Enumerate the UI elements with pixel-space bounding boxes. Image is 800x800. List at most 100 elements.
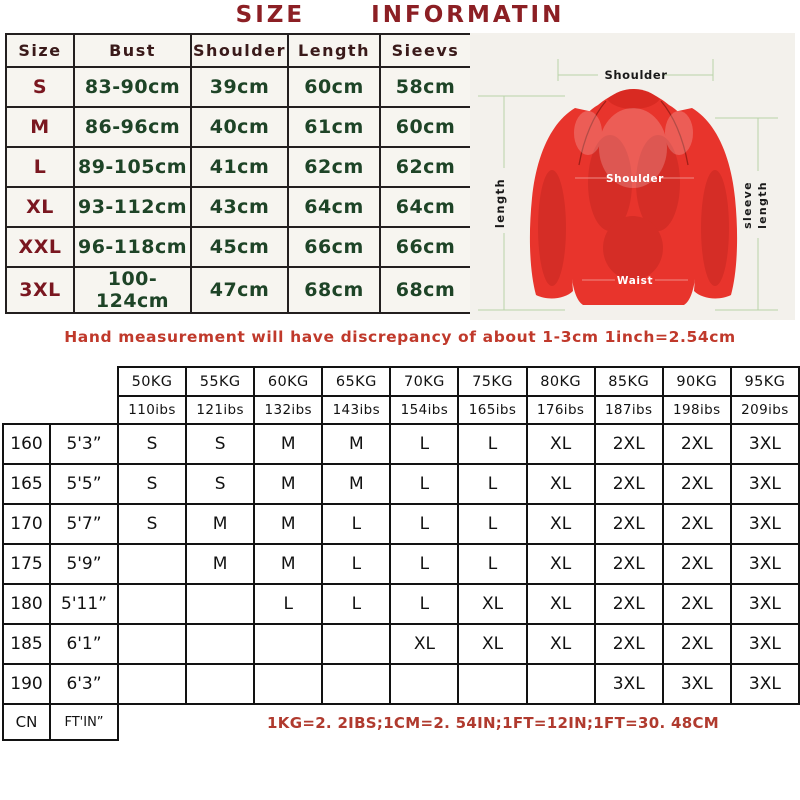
fabric-highlight — [574, 108, 693, 188]
size-cell: XL — [525, 543, 596, 585]
spec-header-bust: Bust — [73, 33, 192, 68]
height-weight-size-matrix-panel: WEIGHT HEIGHT 50KG 55KG 60KG 65KG 70KG 7… — [0, 366, 800, 758]
size-cell — [185, 623, 256, 665]
shirt-measurement-diagram: Shoulder Shoulder Waist length sleeve le… — [470, 33, 795, 320]
height-ft: 5'9” — [49, 543, 119, 585]
table-row: 190 6'3” 3XL 3XL 3XL 3XL — [2, 663, 800, 705]
ft-in-label: FT'IN” — [49, 703, 119, 741]
height-ft: 6'1” — [49, 623, 119, 665]
size-cell: 3XL — [797, 503, 800, 545]
size-cell: L — [321, 503, 392, 545]
callout-sleeve-length: length — [756, 181, 769, 229]
size-cell — [116, 543, 188, 585]
size-cell: 2XL — [661, 423, 732, 465]
height-cm: 160 — [2, 423, 51, 465]
height-ft: 5'3” — [49, 423, 119, 465]
size-cell: 3XL — [729, 543, 800, 585]
size-cell: 2XL — [661, 543, 732, 585]
spec-size: XL — [5, 186, 75, 228]
table-row: 185 6'1” XL XL XL 2XL 2XL 3XL 3XL — [2, 623, 800, 665]
size-cell: 3XL — [797, 663, 800, 705]
fabric-shading — [538, 135, 729, 286]
weight-kg-header: 50KG — [116, 366, 188, 397]
weight-lb-header: 143ibs — [321, 395, 392, 425]
spec-length: 68cm — [287, 266, 381, 314]
spec-length: 64cm — [287, 186, 381, 228]
weight-lb-header: 110ibs — [116, 395, 188, 425]
spec-header-size: Size — [5, 33, 75, 68]
spec-header-sleeve: Sieevs — [379, 33, 472, 68]
size-cell: L — [457, 543, 528, 585]
weight-kg-header: 70KG — [389, 366, 460, 397]
weight-lb-header: 220ibs — [797, 395, 800, 425]
garment-spec-table: Size Bust Shoulder Length Sieevs S 83-90… — [5, 33, 472, 314]
size-cell: XL — [525, 583, 596, 625]
spec-header-row: Size Bust Shoulder Length Sieevs — [5, 33, 472, 68]
size-cell: M — [185, 543, 256, 585]
height-cm: 185 — [2, 623, 51, 665]
size-cell: L — [457, 463, 528, 505]
weight-kg-header: 80KG — [525, 366, 596, 397]
weight-kg-header: 100KG — [797, 366, 800, 397]
spec-bust: 96-118cm — [73, 226, 192, 268]
size-information-panel: SIZE INFORMATIN Size Bust Shoulder Lengt… — [0, 0, 800, 358]
spec-bust: 93-112cm — [73, 186, 192, 228]
size-cell: L — [389, 503, 460, 545]
size-cell — [321, 663, 392, 705]
collar — [607, 89, 660, 109]
size-cell — [321, 623, 392, 665]
spec-shoulder: 39cm — [190, 66, 289, 108]
size-cell: M — [253, 463, 324, 505]
size-cell — [116, 663, 188, 705]
spec-table-body: S 83-90cm 39cm 60cm 58cm M 86-96cm 40cm … — [5, 66, 472, 314]
product-photo: Shoulder Shoulder Waist length sleeve le… — [470, 33, 795, 320]
spec-shoulder: 40cm — [190, 106, 289, 148]
cn-label: CN — [2, 703, 51, 741]
size-cell: 2XL — [661, 503, 732, 545]
size-cell — [116, 623, 188, 665]
table-row: 160 5'3” S S M M L L XL 2XL 2XL 3XL 3XL — [2, 423, 800, 465]
size-cell — [253, 663, 324, 705]
spec-header-length: Length — [287, 33, 381, 68]
weight-kg-header: 65KG — [321, 366, 392, 397]
size-cell: 3XL — [729, 423, 800, 465]
matrix-header-kg-row: WEIGHT HEIGHT 50KG 55KG 60KG 65KG 70KG 7… — [3, 366, 800, 425]
spec-sleeve: 68cm — [379, 266, 472, 314]
size-cell: XL — [525, 623, 596, 665]
spec-length: 66cm — [287, 226, 381, 268]
weight-lb-header: 187ibs — [593, 395, 664, 425]
size-cell: 3XL — [729, 583, 800, 625]
height-weight-size-matrix: WEIGHT HEIGHT 50KG 55KG 60KG 65KG 70KG 7… — [2, 366, 800, 741]
spec-sleeve: 58cm — [379, 66, 472, 108]
height-ft: 5'7” — [49, 503, 119, 545]
callout-sleeve: sleeve — [741, 181, 754, 229]
spec-bust: 86-96cm — [73, 106, 192, 148]
matrix-header-lb-row: 110ibs 121ibs 132ibs 143ibs 154ibs 165ib… — [3, 395, 800, 425]
size-cell: L — [389, 583, 460, 625]
size-cell: 3XL — [729, 503, 800, 545]
height-ft: 6'3” — [49, 663, 119, 705]
height-ft: 5'11” — [49, 583, 119, 625]
size-cell: L — [457, 423, 528, 465]
spec-sleeve: 60cm — [379, 106, 472, 148]
size-cell: 3XL — [593, 663, 664, 705]
size-cell: 2XL — [593, 503, 664, 545]
matrix-footer-row: CN FT'IN” 1KG=2. 2IBS;1CM=2. 54IN;1FT=12… — [2, 703, 800, 741]
table-row: XL 93-112cm 43cm 64cm 64cm — [5, 186, 472, 228]
guide-lines — [478, 59, 778, 311]
weight-kg-header: 60KG — [253, 366, 324, 397]
size-cell — [185, 663, 256, 705]
size-cell: 2XL — [661, 583, 732, 625]
size-cell: XL — [525, 463, 596, 505]
size-cell: L — [457, 503, 528, 545]
weight-lb-header: 132ibs — [253, 395, 324, 425]
size-cell: 3XL — [661, 663, 732, 705]
raglan-seams — [578, 100, 689, 166]
size-cell: 3XL — [729, 623, 800, 665]
spec-shoulder: 45cm — [190, 226, 289, 268]
size-cell: S — [116, 423, 188, 465]
size-cell: 3XL — [797, 623, 800, 665]
spec-size: S — [5, 66, 75, 108]
weight-kg-header: 55KG — [185, 366, 256, 397]
table-row: 170 5'7” S M M L L L XL 2XL 2XL 3XL 3XL — [2, 503, 800, 545]
